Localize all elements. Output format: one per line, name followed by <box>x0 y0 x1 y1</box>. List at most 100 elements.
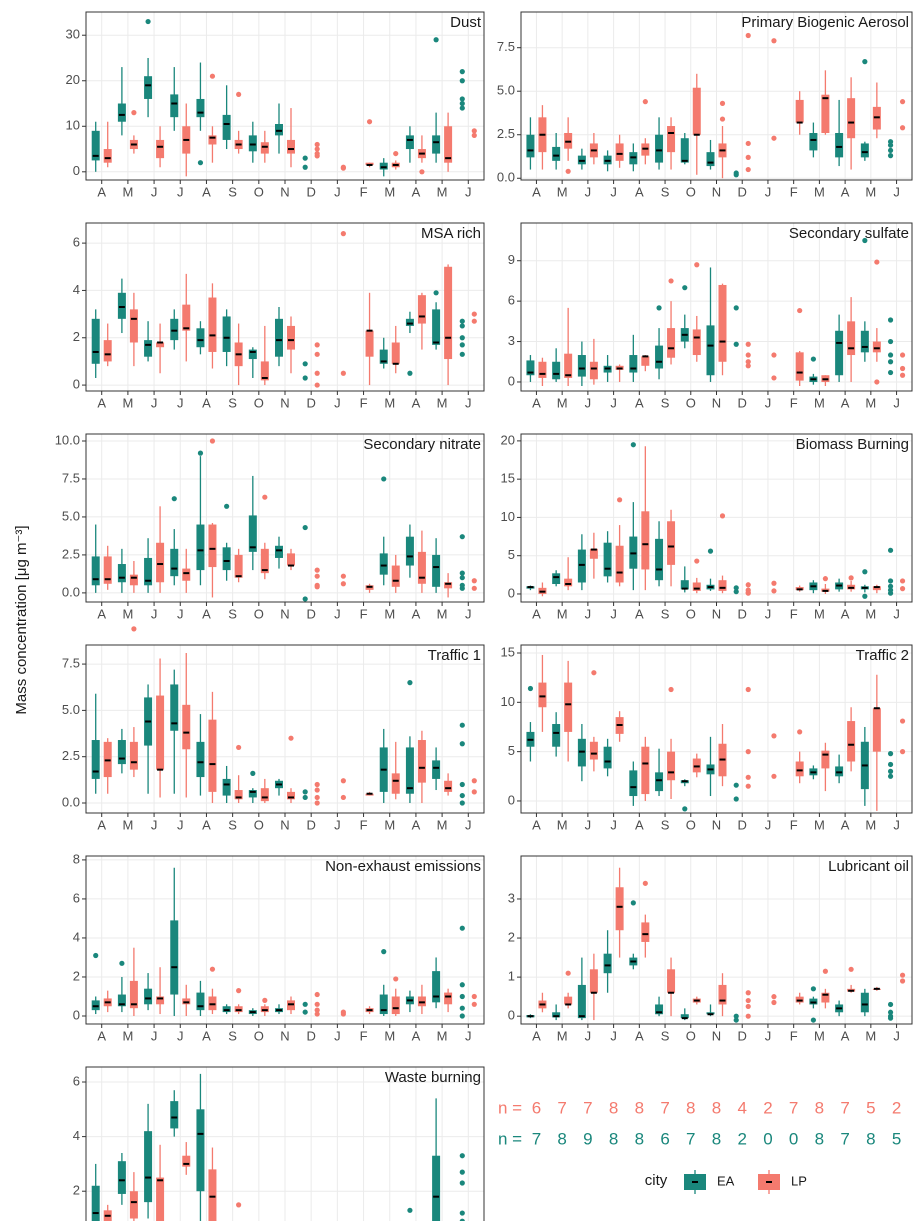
box <box>103 556 112 584</box>
box <box>432 135 441 154</box>
box <box>405 747 414 794</box>
outlier <box>668 686 674 693</box>
outlier <box>745 783 751 789</box>
y-tick-label: 4 <box>73 929 80 944</box>
x-tick-label: A <box>412 606 421 621</box>
box <box>432 760 441 779</box>
x-tick-label: J <box>465 395 472 410</box>
outlier <box>797 729 803 735</box>
box <box>809 132 818 151</box>
outlier <box>459 993 465 1000</box>
box <box>117 1161 126 1194</box>
x-tick-label: A <box>97 184 106 199</box>
x-tick-label: N <box>712 1028 721 1043</box>
outlier <box>899 749 906 755</box>
box <box>655 345 664 369</box>
y-tick-label: 0 <box>73 377 80 392</box>
x-tick-label: M <box>814 184 825 199</box>
y-tick-label: 0 <box>508 1008 515 1023</box>
outlier <box>366 119 373 125</box>
y-tick-label: 2 <box>508 929 515 944</box>
outlier <box>471 311 477 317</box>
x-tick-label: J <box>765 395 772 410</box>
box <box>156 139 165 159</box>
box <box>552 361 561 380</box>
box <box>365 330 374 357</box>
outlier <box>771 352 777 358</box>
box <box>680 1014 689 1019</box>
x-tick-label: J <box>465 606 472 621</box>
x-tick-label: M <box>865 1028 876 1043</box>
box <box>222 316 231 352</box>
panel-title: Secondary nitrate <box>363 436 481 453</box>
box <box>706 325 715 376</box>
outlier <box>459 781 465 788</box>
outlier <box>93 952 99 959</box>
outlier <box>899 365 906 372</box>
x-tick-label: A <box>97 395 106 410</box>
outlier <box>459 570 465 576</box>
outlier <box>340 370 346 376</box>
x-tick-label: M <box>122 1028 133 1043</box>
box <box>379 553 388 575</box>
count-value: 2 <box>737 1129 746 1148</box>
box <box>156 695 165 770</box>
x-tick-label: D <box>738 606 747 621</box>
x-tick-label: J <box>334 184 341 199</box>
box <box>718 984 727 1005</box>
box <box>196 741 205 778</box>
box <box>444 582 453 589</box>
outlier <box>733 1017 739 1023</box>
x-tick-label: M <box>865 606 876 621</box>
outlier <box>302 361 308 367</box>
box <box>117 740 126 765</box>
outlier <box>887 773 894 779</box>
x-tick-label: J <box>893 606 900 621</box>
outlier <box>471 585 477 591</box>
x-tick-label: A <box>635 395 644 410</box>
count-value: 8 <box>712 1129 721 1148</box>
box <box>589 969 598 993</box>
outlier <box>694 262 700 268</box>
y-tick-label: 1 <box>508 969 515 984</box>
x-tick-label: J <box>151 606 158 621</box>
outlier <box>302 1001 308 1007</box>
panel-title: Non-exhaust emissions <box>325 858 481 875</box>
outlier <box>471 318 477 324</box>
box <box>156 542 165 583</box>
box <box>564 996 573 1005</box>
box <box>526 134 535 158</box>
outlier <box>733 1013 739 1019</box>
outlier <box>340 231 346 237</box>
box <box>667 126 676 153</box>
outlier <box>471 128 477 134</box>
outlier <box>209 438 216 444</box>
y-tick-label: 10 <box>501 509 515 524</box>
outlier <box>381 476 387 482</box>
outlier <box>771 38 777 44</box>
legend-title: city <box>645 1172 668 1189</box>
box <box>129 309 138 343</box>
outlier <box>771 375 777 381</box>
box <box>260 548 269 574</box>
box <box>860 143 869 158</box>
outlier <box>745 32 751 39</box>
x-tick-label: M <box>814 817 825 832</box>
x-tick-label: A <box>635 1028 644 1043</box>
outlier <box>340 581 346 587</box>
count-value: 6 <box>532 1098 541 1117</box>
outlier <box>899 972 906 978</box>
box <box>821 750 830 769</box>
x-tick-label: J <box>177 184 184 199</box>
outlier <box>771 773 777 779</box>
y-tick-label: 6 <box>73 1073 80 1088</box>
outlier <box>848 966 854 972</box>
box <box>444 266 453 360</box>
box <box>872 708 881 752</box>
outlier <box>733 589 739 595</box>
y-tick-label: 20 <box>66 72 80 87</box>
y-tick-label: 0.0 <box>62 794 80 809</box>
box <box>526 360 535 376</box>
outlier <box>250 770 256 776</box>
